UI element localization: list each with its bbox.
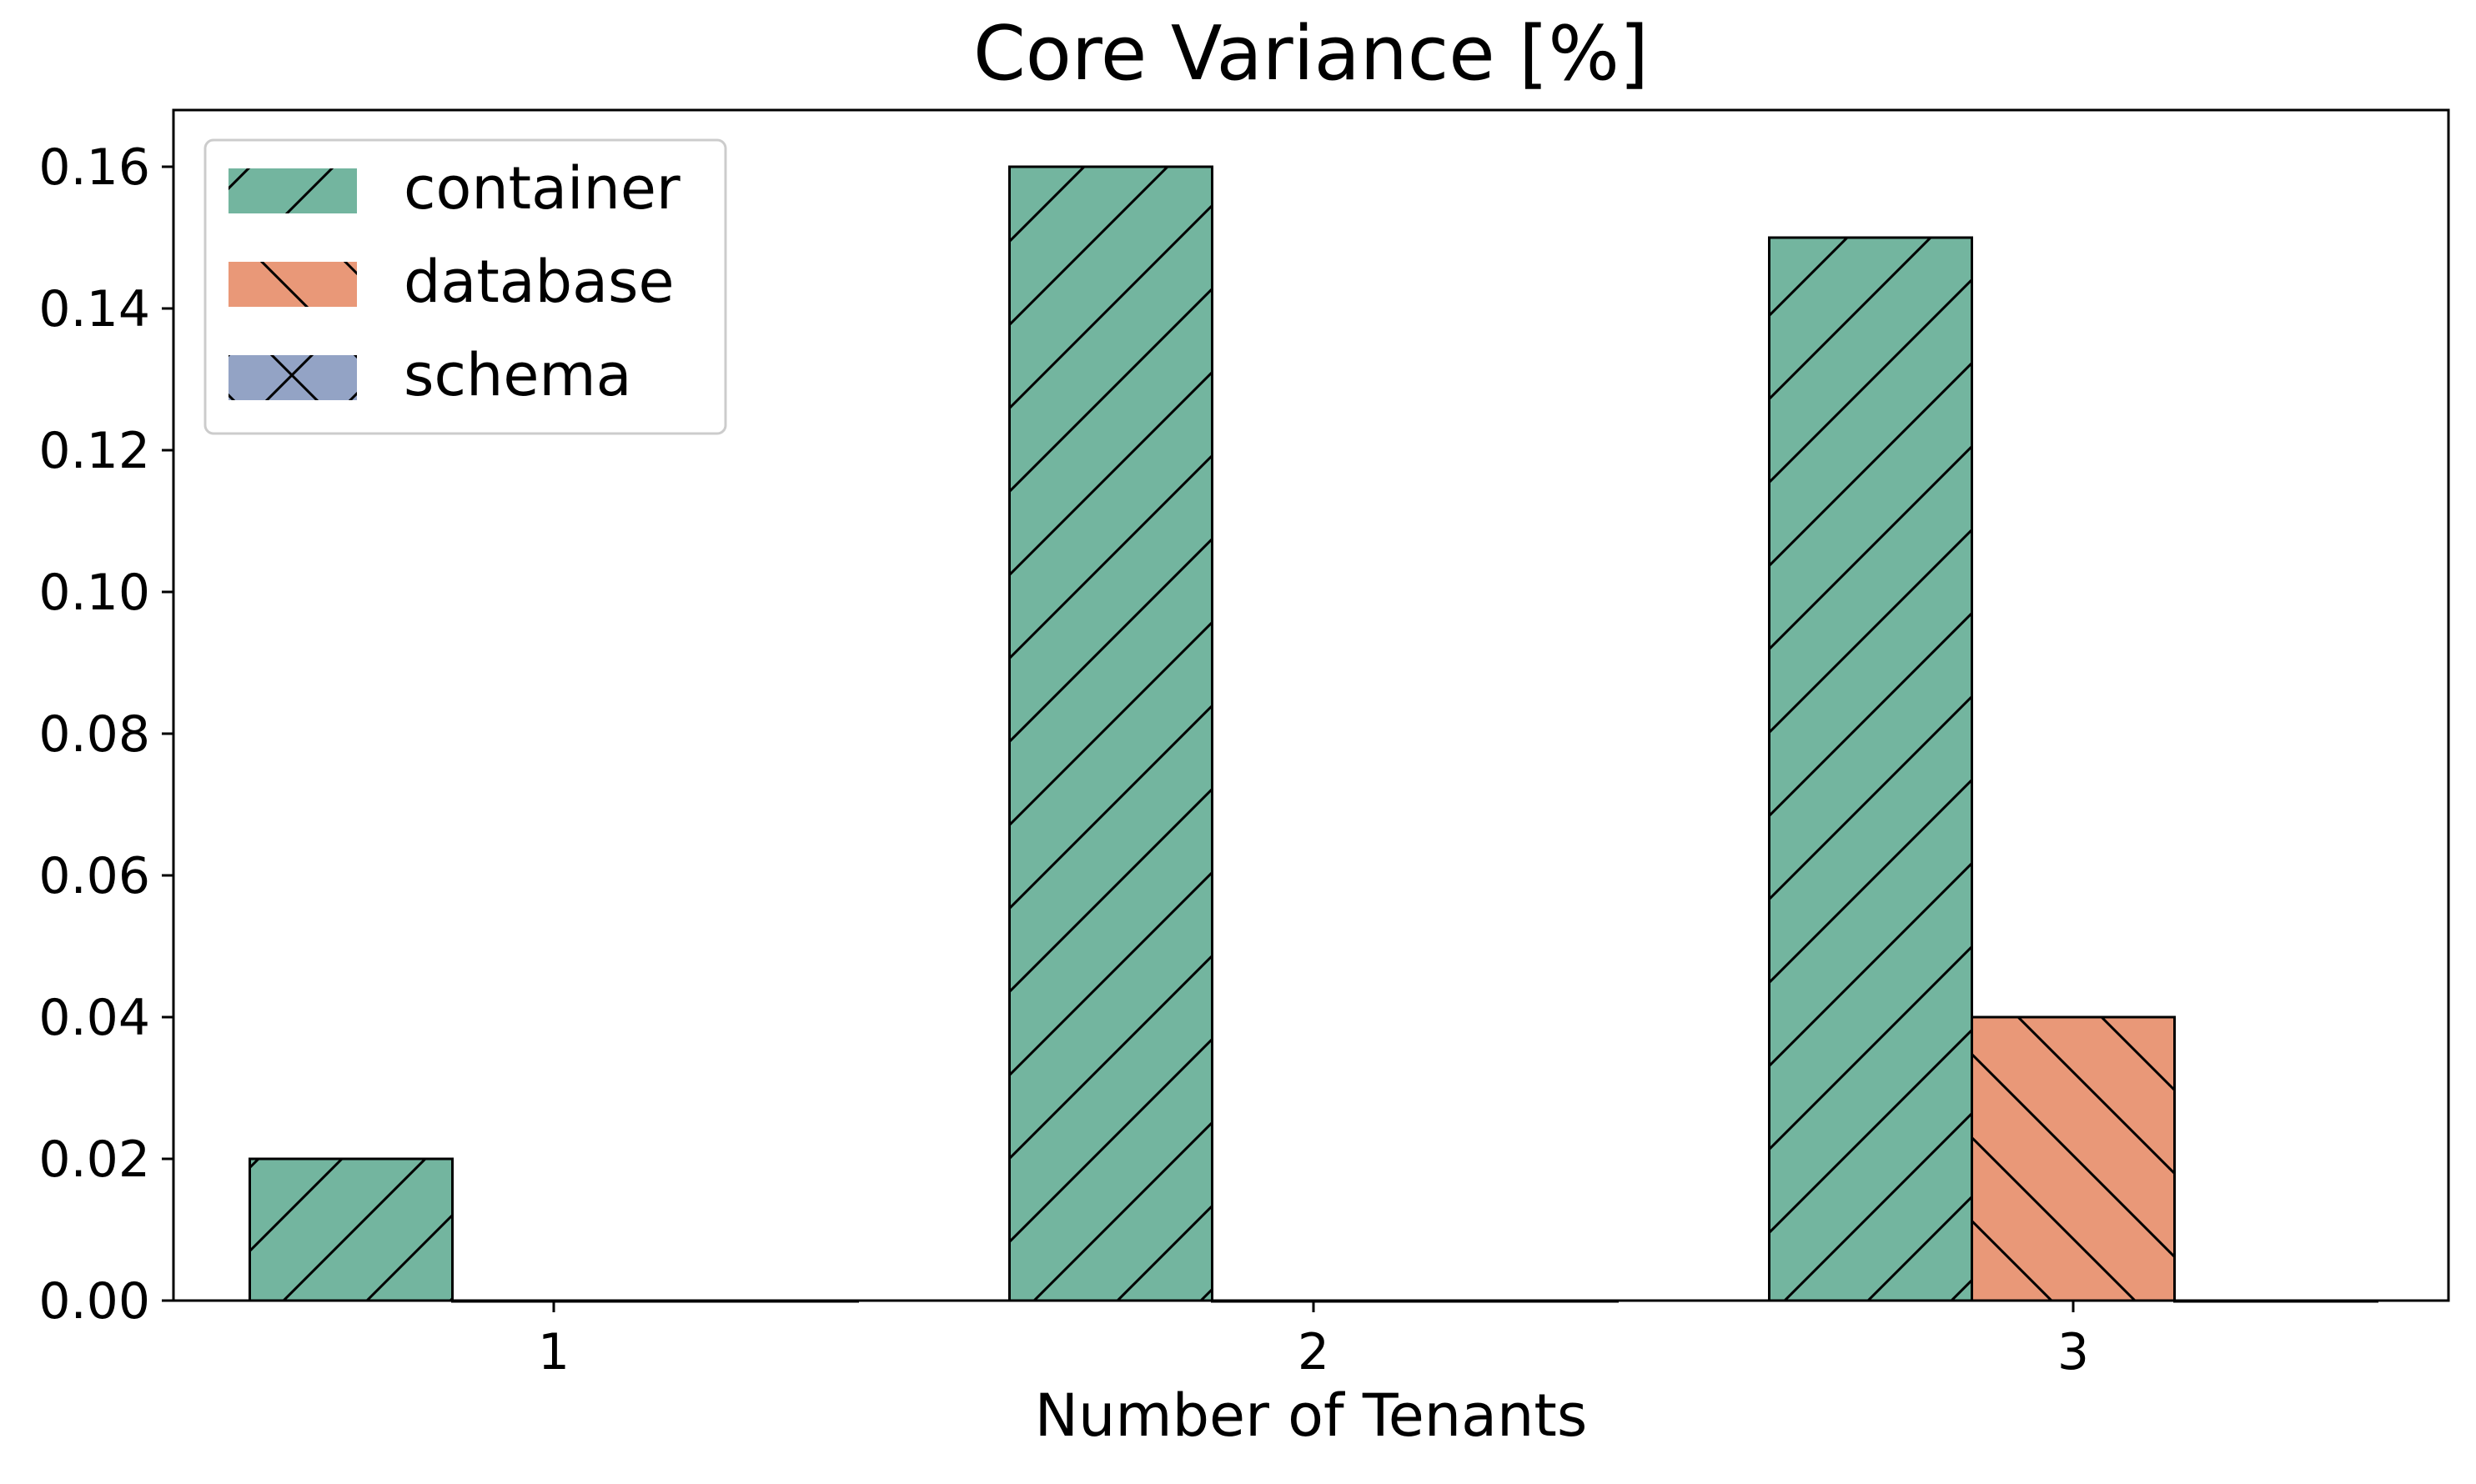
y-tick-label: 0.10: [38, 564, 150, 622]
plot-frame: [172, 108, 2450, 1302]
bar-container-3: [1768, 236, 1973, 1302]
x-tick-label: 2: [1298, 1323, 1329, 1381]
legend-label-schema: schema: [404, 341, 631, 409]
y-tick-label: 0.16: [38, 138, 150, 197]
y-tick-label: 0.02: [38, 1131, 150, 1189]
bar-database-3: [1971, 1015, 2176, 1302]
x-tick-label: 3: [2057, 1323, 2089, 1381]
x-axis-label: Number of Tenants: [1035, 1381, 1588, 1450]
bar-container-1: [249, 1157, 454, 1302]
legend-label-database: database: [404, 248, 675, 316]
chart-title: Core Variance [%]: [973, 10, 1649, 98]
y-tick-label: 0.12: [38, 422, 150, 480]
y-tick-label: 0.08: [38, 705, 150, 764]
y-tick-label: 0.14: [38, 280, 150, 338]
y-tick-label: 0.04: [38, 989, 150, 1047]
legend-label-container: container: [404, 154, 681, 223]
bar-container-2: [1008, 165, 1213, 1302]
y-tick-label: 0.00: [38, 1272, 150, 1331]
legend-swatch-schema: [229, 355, 357, 400]
x-tick-label: 1: [538, 1323, 570, 1381]
bars-layer: [249, 165, 2378, 1303]
legend: container database schema: [203, 138, 727, 435]
x-axis: 1 2 3: [538, 1301, 2089, 1381]
y-tick-label: 0.06: [38, 847, 150, 905]
legend-swatch-container: [229, 168, 357, 213]
y-axis: 0.00 0.02 0.04 0.06 0.08 0.10 0.12 0.14 0.16: [38, 138, 173, 1331]
legend-swatch-database: [229, 262, 357, 307]
